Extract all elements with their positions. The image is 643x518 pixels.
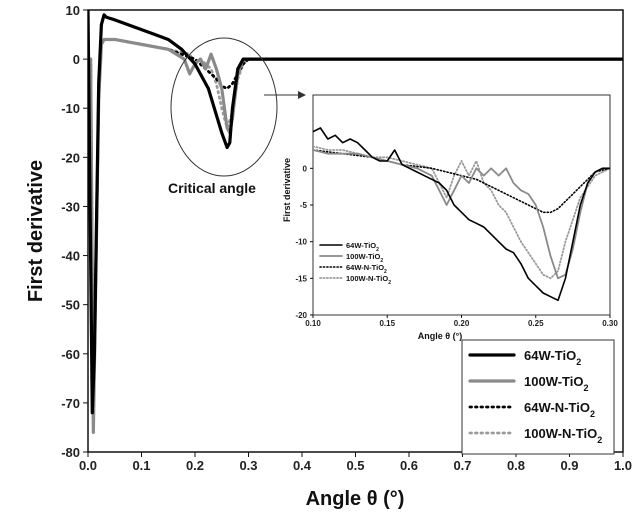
x-tick-label: 0.4: [293, 458, 312, 473]
series-line-64w-tio2: [313, 127, 610, 302]
main-legend-box: [461, 339, 615, 455]
y-tick-label: -20: [295, 311, 307, 320]
x-tick-label: 0.30: [602, 319, 618, 328]
main-series-group: [88, 10, 623, 434]
critical-angle-ellipse: [170, 37, 278, 177]
inset-series-group: [313, 127, 610, 302]
inset-y-axis-title: First derivative: [282, 158, 292, 222]
y-tick-label: -40: [61, 249, 80, 264]
annotation-arrow-head: [298, 91, 306, 99]
legend-entry-label: 100W-N-TiO2: [524, 426, 602, 445]
y-tick-label: -70: [61, 396, 80, 411]
y-tick-label: -60: [61, 347, 80, 362]
main-x-axis-title: Angle θ (°): [306, 488, 405, 510]
legend-entry-label: 64W-N-TiO2: [524, 400, 595, 419]
y-tick-label: 0: [73, 52, 80, 67]
legend-entry-label: 100W-TiO2: [524, 374, 588, 393]
x-tick-label: 0.5: [346, 458, 364, 473]
inset-x-axis-title: Angle θ (°): [418, 331, 462, 341]
inset-plot-area: [312, 94, 611, 316]
x-tick-label: 1.0: [614, 458, 632, 473]
inset-axis-ticks: 0.10 0.15 0.20 0.25 0.30 0 -5 -10 -15 -20: [295, 164, 618, 328]
y-tick-label: -5: [300, 201, 308, 210]
y-tick-label: -15: [295, 274, 307, 283]
x-tick-label: 0.0: [79, 458, 97, 473]
series-line-64w-tio2: [88, 10, 623, 415]
y-tick-label: -80: [61, 445, 80, 460]
x-tick-label: 0.2: [186, 458, 204, 473]
y-tick-label: -10: [61, 101, 80, 116]
main-y-axis-title: First derivative: [25, 160, 47, 302]
y-tick-label: 0: [303, 164, 308, 173]
x-tick-label: 0.8: [507, 458, 525, 473]
x-tick-label: 0.6: [400, 458, 418, 473]
main-legend: 64W-TiO2 100W-TiO2 64W-N-TiO2 100W-N-TiO2: [468, 348, 602, 445]
y-tick-label: 10: [66, 3, 80, 18]
x-tick-label: 0.7: [453, 458, 471, 473]
legend-entry-label: 64W-TiO2: [524, 348, 581, 367]
y-tick-label: -30: [61, 199, 80, 214]
x-tick-label: 0.10: [305, 319, 321, 328]
x-tick-label: 0.25: [528, 319, 544, 328]
series-line-100w-n-tio2: [313, 145, 610, 280]
x-tick-label: 0.20: [454, 319, 470, 328]
y-tick-label: -20: [61, 150, 80, 165]
y-tick-label: -10: [295, 238, 307, 247]
y-tick-label: -50: [61, 298, 80, 313]
x-tick-label: 0.9: [560, 458, 578, 473]
critical-angle-label: Critical angle: [168, 180, 256, 196]
main-axis-ticks: 0.0 0.1 0.2 0.3 0.4 0.5 0.6 0.7 0.8 0.9 1.0 10 0 -10 -…: [61, 3, 632, 473]
x-tick-label: 0.15: [379, 319, 395, 328]
x-tick-label: 0.1: [132, 458, 150, 473]
x-tick-label: 0.3: [239, 458, 257, 473]
